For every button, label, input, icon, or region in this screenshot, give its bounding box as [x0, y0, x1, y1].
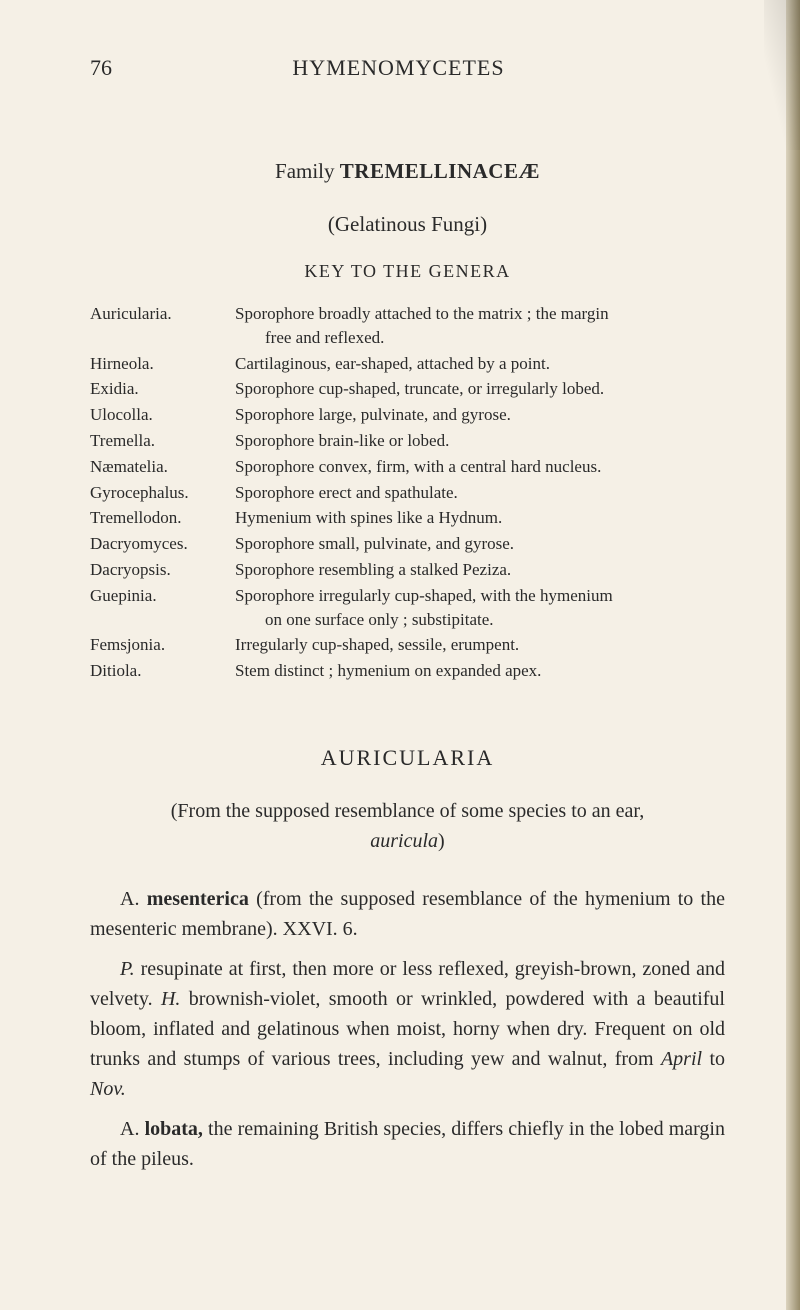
- genus-desc: Sporophore brain-like or lobed.: [235, 429, 725, 455]
- family-title: Family TREMELLINACEÆ: [90, 159, 725, 184]
- genus-name: Næmatelia.: [90, 455, 235, 481]
- desc-line: Sporophore broadly attached to the matri…: [235, 304, 609, 323]
- genus-desc: Sporophore cup-shaped, truncate, or irre…: [235, 377, 725, 403]
- genus-name: Exidia.: [90, 377, 235, 403]
- genus-desc: Sporophore broadly attached to the matri…: [235, 302, 725, 352]
- part-abbrev: H.: [161, 988, 180, 1010]
- table-row: Dacryopsis.Sporophore resembling a stalk…: [90, 558, 725, 584]
- running-title: HYMENOMYCETES: [112, 55, 685, 81]
- genera-key-table: Auricularia.Sporophore broadly attached …: [90, 302, 725, 685]
- genus-desc: Sporophore large, pulvinate, and gyrose.: [235, 403, 725, 429]
- genus-name: Ditiola.: [90, 659, 235, 685]
- page-number: 76: [90, 55, 112, 81]
- desc-line: Sporophore irregularly cup-shaped, with …: [235, 586, 613, 605]
- genus-name: Gyrocephalus.: [90, 481, 235, 507]
- sub-post: ): [438, 830, 445, 852]
- genus-desc: Sporophore irregularly cup-shaped, with …: [235, 584, 725, 634]
- table-row: Exidia.Sporophore cup-shaped, truncate, …: [90, 377, 725, 403]
- genus-name: Dacryomyces.: [90, 532, 235, 558]
- table-row: Næmatelia.Sporophore convex, firm, with …: [90, 455, 725, 481]
- genus-desc: Irregularly cup-shaped, sessile, erumpen…: [235, 633, 725, 659]
- family-subtitle: (Gelatinous Fungi): [90, 212, 725, 237]
- page-edge-shadow: [786, 0, 800, 1310]
- table-row: Femsjonia.Irregularly cup-shaped, sessil…: [90, 633, 725, 659]
- section-subtitle: (From the supposed resemblance of some s…: [90, 796, 725, 856]
- page-header: 76 HYMENOMYCETES: [90, 55, 725, 81]
- species-abbrev: A.: [120, 888, 147, 910]
- family-label: Family: [275, 159, 340, 183]
- month: Nov.: [90, 1078, 126, 1100]
- table-row: Tremella.Sporophore brain-like or lobed.: [90, 429, 725, 455]
- genus-desc: Sporophore convex, firm, with a central …: [235, 455, 725, 481]
- table-row: Auricularia.Sporophore broadly attached …: [90, 302, 725, 352]
- species-para-1: A. mesenterica (from the supposed resemb…: [90, 884, 725, 944]
- sub-pre: (From the supposed resemblance of some s…: [171, 800, 645, 822]
- genus-desc: Stem distinct ; hymenium on expanded ape…: [235, 659, 725, 685]
- family-name: TREMELLINACEÆ: [340, 159, 540, 183]
- corner-shadow: [764, 0, 800, 150]
- genus-desc: Sporophore erect and spathulate.: [235, 481, 725, 507]
- part-abbrev: P.: [120, 958, 135, 980]
- desc-text: to: [702, 1048, 725, 1070]
- desc-line: free and reflexed.: [235, 326, 725, 350]
- genus-desc: Sporophore small, pulvinate, and gyrose.: [235, 532, 725, 558]
- genus-name: Hirneola.: [90, 352, 235, 378]
- table-row: Gyrocephalus.Sporophore erect and spathu…: [90, 481, 725, 507]
- desc-text: brownish-violet, smooth or wrinkled, pow…: [90, 988, 725, 1070]
- species-para-2: A. lobata, the remaining British species…: [90, 1114, 725, 1174]
- species-desc-para: P. resupinate at first, then more or les…: [90, 954, 725, 1104]
- desc-line: on one surface only ; substipitate.: [235, 608, 725, 632]
- genus-name: Femsjonia.: [90, 633, 235, 659]
- month: April: [661, 1048, 702, 1070]
- sub-italic: auricula: [370, 830, 438, 852]
- table-row: Ulocolla.Sporophore large, pulvinate, an…: [90, 403, 725, 429]
- genus-name: Ulocolla.: [90, 403, 235, 429]
- table-row: Tremellodon.Hymenium with spines like a …: [90, 506, 725, 532]
- table-row: Hirneola.Cartilaginous, ear-shaped, atta…: [90, 352, 725, 378]
- genus-name: Auricularia.: [90, 302, 235, 352]
- genus-desc: Sporophore resembling a stalked Peziza.: [235, 558, 725, 584]
- table-row: Dacryomyces.Sporophore small, pulvinate,…: [90, 532, 725, 558]
- species-name: lobata,: [145, 1118, 203, 1140]
- genera-tbody: Auricularia.Sporophore broadly attached …: [90, 302, 725, 685]
- genus-name: Dacryopsis.: [90, 558, 235, 584]
- genus-name: Tremella.: [90, 429, 235, 455]
- table-row: Ditiola.Stem distinct ; hymenium on expa…: [90, 659, 725, 685]
- genus-name: Tremellodon.: [90, 506, 235, 532]
- species-abbrev: A.: [120, 1118, 145, 1140]
- table-row: Guepinia.Sporophore irregularly cup-shap…: [90, 584, 725, 634]
- section-title: AURICULARIA: [90, 745, 725, 771]
- genus-name: Guepinia.: [90, 584, 235, 634]
- species-name: mesenterica: [147, 888, 249, 910]
- genus-desc: Cartilaginous, ear-shaped, attached by a…: [235, 352, 725, 378]
- genus-desc: Hymenium with spines like a Hydnum.: [235, 506, 725, 532]
- key-heading: KEY TO THE GENERA: [90, 261, 725, 282]
